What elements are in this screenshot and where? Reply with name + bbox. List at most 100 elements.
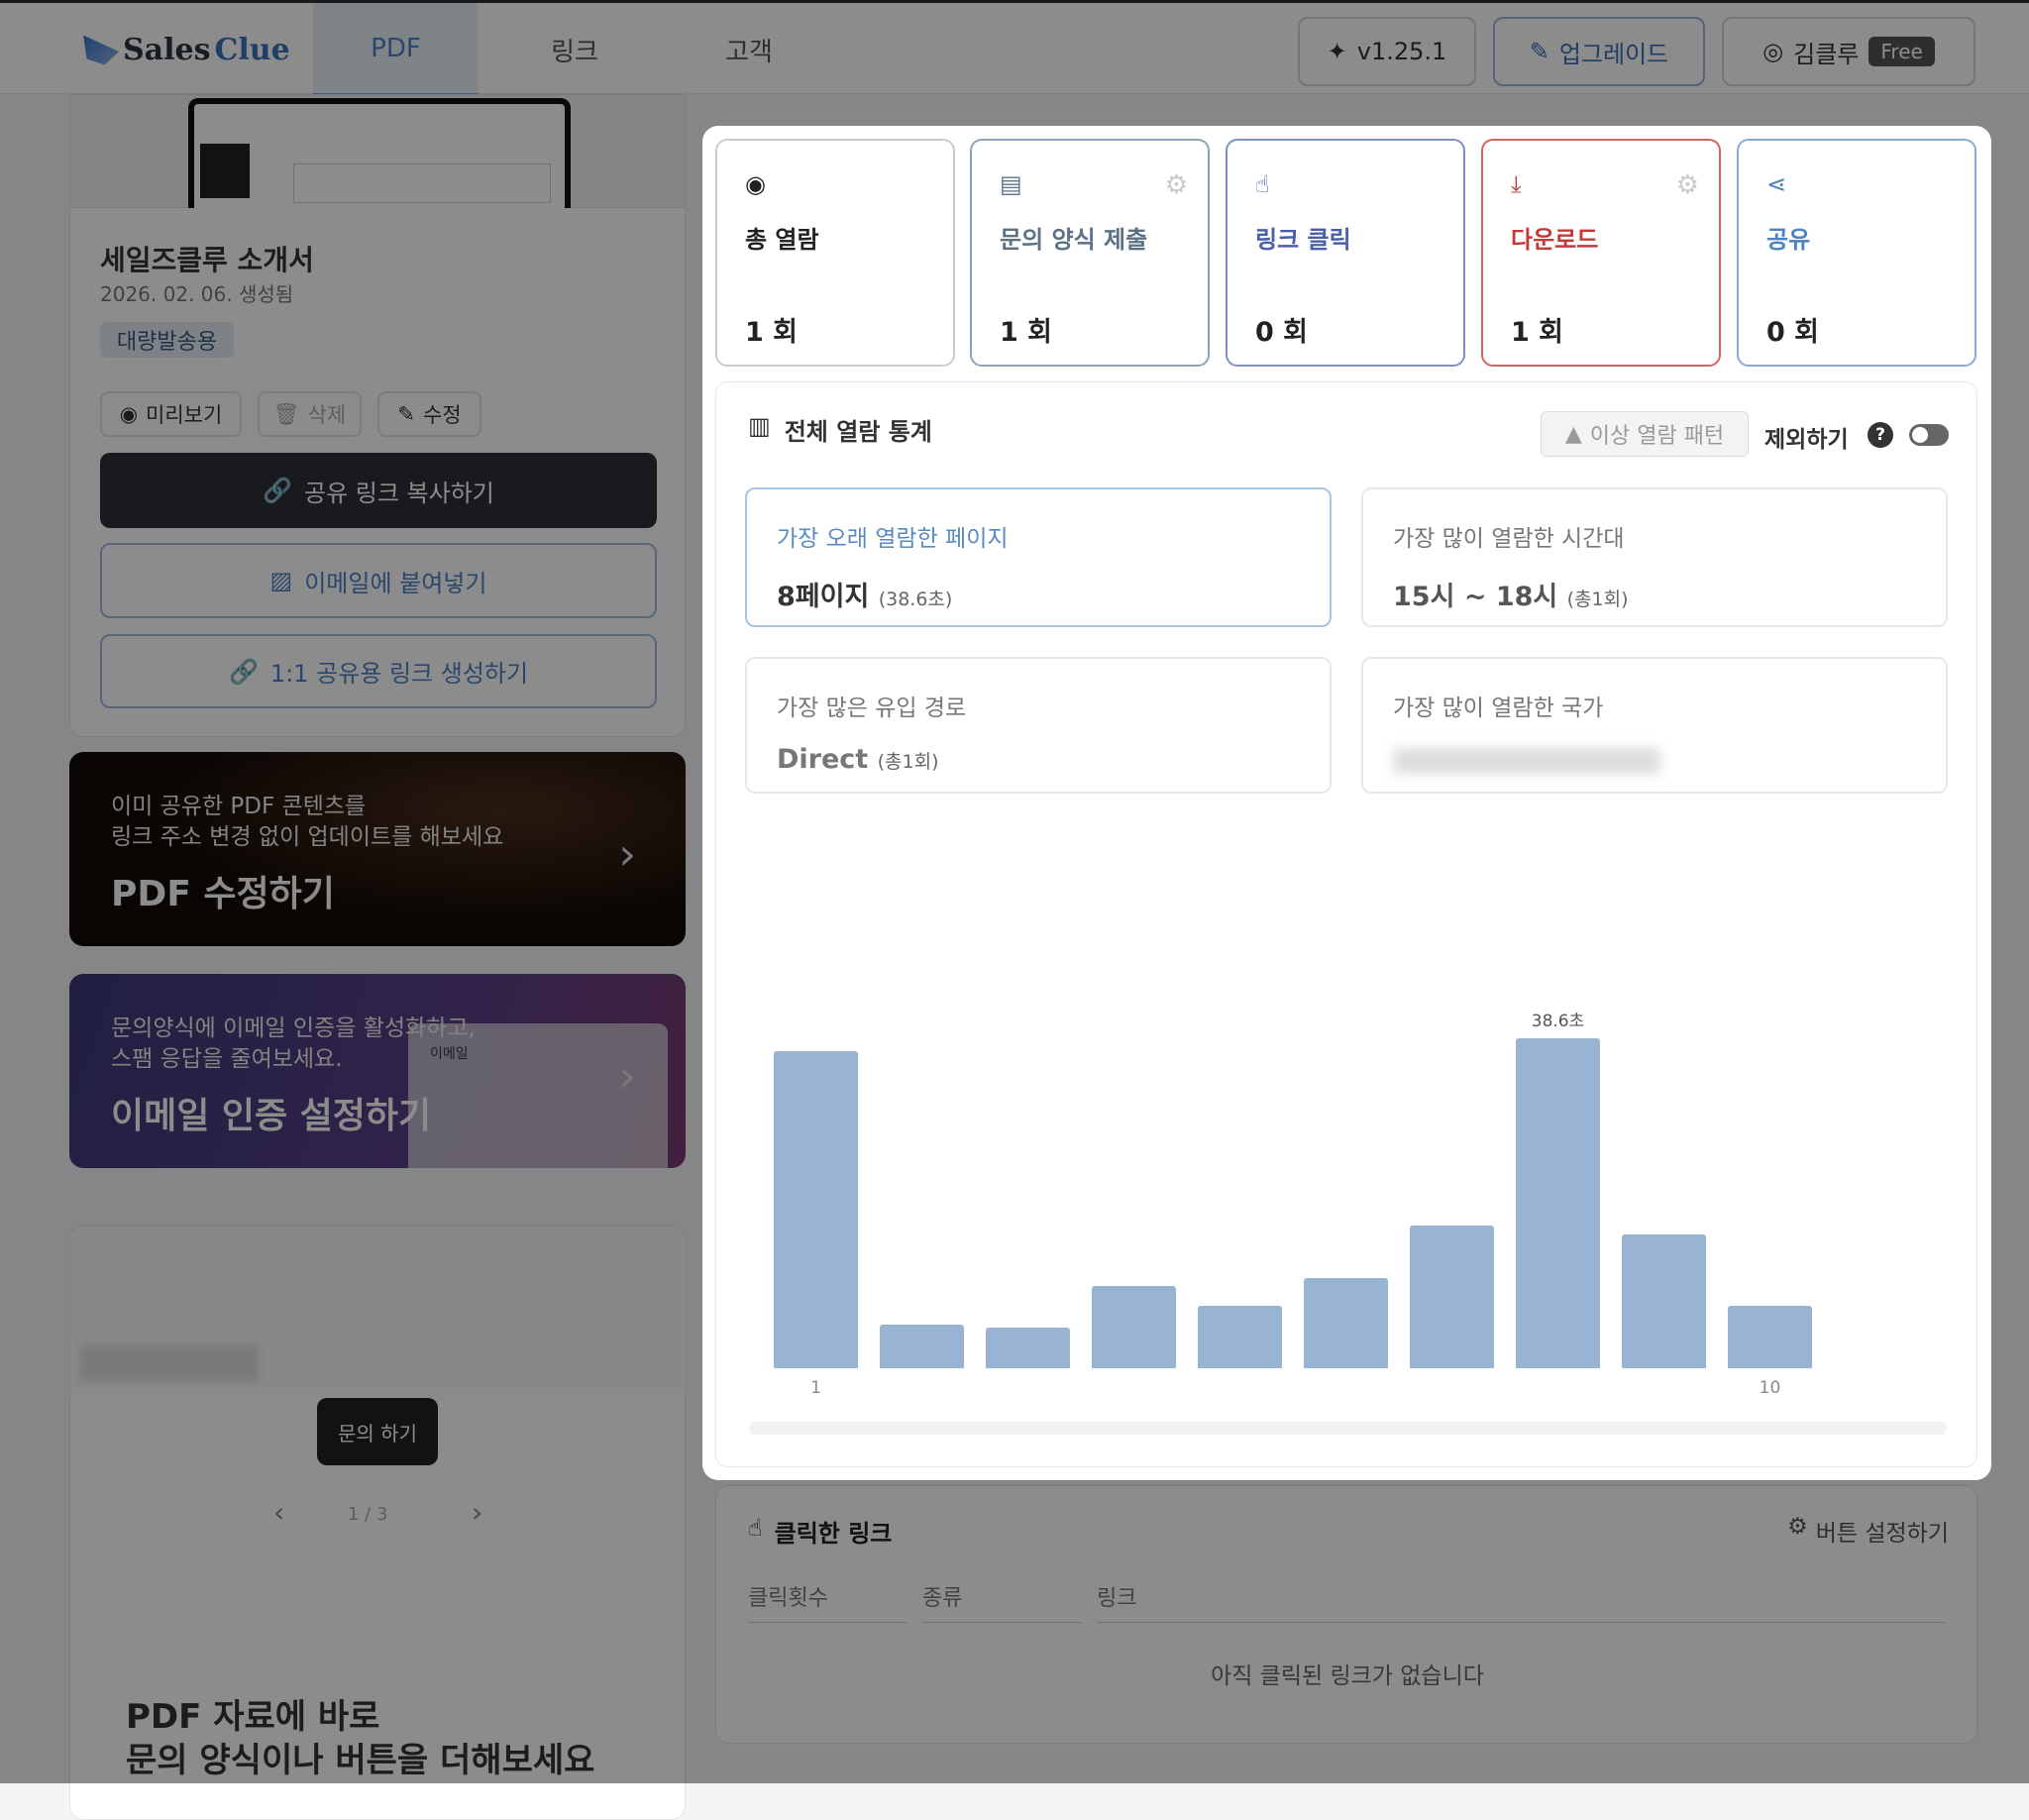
stat-card-1[interactable]: ◉ 총 열람 1 회 xyxy=(715,139,955,367)
pointer-icon: ☝ xyxy=(1255,170,1270,198)
bar-page-1[interactable] xyxy=(774,1050,858,1368)
share-icon: ⋖ xyxy=(1766,170,1787,198)
bar-page-10[interactable] xyxy=(1728,1306,1812,1368)
image-icon: ▨ xyxy=(269,567,293,594)
logo[interactable]: Sales Clue xyxy=(83,33,290,67)
stats-modal: ◉ 총 열람 1 회 ▤ 문의 양식 제출 1 회 ⚙ ☝ 링크 클릭 0 회 ⤓ 다운… xyxy=(702,126,1991,1480)
edit-icon: ✎ xyxy=(397,402,415,426)
stat-card-2[interactable]: ▤ 문의 양식 제출 1 회 ⚙ xyxy=(970,139,1210,367)
tag-badge: 대량발송용 xyxy=(100,322,234,358)
stat-value: 1 회 xyxy=(745,317,799,348)
gear-icon: ⚙ xyxy=(1787,1514,1808,1540)
stat-card-3[interactable]: ☝ 링크 클릭 0 회 xyxy=(1226,139,1465,367)
stat-label: 링크 클릭 xyxy=(1255,226,1351,254)
plan-badge: Free xyxy=(1869,37,1935,66)
tab-customer[interactable]: 고객 xyxy=(725,38,773,67)
copy-share-link-button[interactable]: 🔗 공유 링크 복사하기 xyxy=(100,453,657,528)
blurred-country xyxy=(1393,748,1660,774)
overview-panel: ▥ 전체 열람 통계 ▲ 이상 열람 패턴 제외하기 ? 가장 오래 열람한 페이지… xyxy=(715,381,1977,1467)
inquiry-button[interactable]: 문의 하기 xyxy=(317,1398,438,1465)
clipboard-icon: ▤ xyxy=(1000,170,1022,198)
create-1to1-link-button[interactable]: 🔗 1:1 공유용 링크 생성하기 xyxy=(100,634,657,708)
bar-page-8[interactable] xyxy=(1516,1038,1600,1368)
trash-icon: 🗑 xyxy=(272,401,300,426)
next-page-button[interactable]: › xyxy=(472,1496,483,1529)
stat-label: 다운로드 xyxy=(1511,226,1599,254)
empty-state: 아직 클릭된 링크가 없습니다 xyxy=(1211,1663,1484,1689)
chevron-right-icon: › xyxy=(618,1051,636,1102)
stat-value: 1 회 xyxy=(1000,317,1053,348)
anomaly-pattern-badge[interactable]: ▲ 이상 열람 패턴 xyxy=(1541,411,1749,457)
paste-to-email-button[interactable]: ▨ 이메일에 붙여넣기 xyxy=(100,543,657,618)
user-menu-button[interactable]: ◎ 김클루 Free xyxy=(1722,17,1976,86)
chart-scrollbar[interactable] xyxy=(749,1422,1947,1435)
bar-value-label: 38.6초 xyxy=(1531,1012,1585,1031)
exclude-label: 제외하기 xyxy=(1764,427,1849,453)
stat-value: 0 회 xyxy=(1766,317,1820,348)
download-icon: ⤓ xyxy=(1511,170,1522,198)
chevron-right-icon: › xyxy=(618,829,636,880)
blurred-preview xyxy=(70,1227,685,1395)
stat-label: 공유 xyxy=(1766,226,1811,254)
gear-icon[interactable]: ⚙ xyxy=(1675,170,1699,200)
sparkle-icon: ✦ xyxy=(1327,38,1347,65)
bar-page-6[interactable] xyxy=(1304,1278,1388,1368)
column-header: 링크 xyxy=(1097,1580,1945,1623)
page-duration-chart: 38.6초 1 10 xyxy=(716,382,1978,1468)
highlight-peak-time: 가장 많이 열람한 시간대 15시 ~ 18시 (총1회) xyxy=(1361,487,1948,627)
promo-text: PDF 자료에 바로 문의 양식이나 버튼을 더해보세요 xyxy=(126,1697,595,1780)
overview-title: 전체 열람 통계 xyxy=(784,418,932,446)
email-verification-banner[interactable]: 이메일 문의양식에 이메일 인증을 활성화하고, 스팸 응답을 줄여보세요. 이… xyxy=(69,974,686,1168)
edit-button[interactable]: ✎ 수정 xyxy=(377,391,481,437)
column-header: 클릭횟수 xyxy=(748,1580,907,1623)
bar-page-7[interactable] xyxy=(1410,1225,1494,1368)
gear-icon[interactable]: ⚙ xyxy=(1164,170,1188,200)
eye-icon: ◉ xyxy=(119,402,139,426)
button-settings-link[interactable]: ⚙ 버튼 설정하기 xyxy=(1787,1514,1949,1547)
help-icon[interactable]: ? xyxy=(1868,422,1893,448)
highlight-top-source: 가장 많은 유입 경로 Direct (총1회) xyxy=(745,657,1332,794)
stat-card-5[interactable]: ⋖ 공유 0 회 xyxy=(1737,139,1976,367)
pdf-preview-card: 문의 하기 ‹ 1 / 3 › PDF 자료에 바로 문의 양식이나 버튼을 더해… xyxy=(69,1226,686,1820)
stat-label: 총 열람 xyxy=(745,226,819,254)
exclude-toggle[interactable] xyxy=(1909,424,1949,446)
bar-chart-icon: ▥ xyxy=(748,412,771,440)
highlight-longest-page: 가장 오래 열람한 페이지 8페이지 (38.6초) xyxy=(745,487,1332,627)
user-circle-icon: ◎ xyxy=(1762,38,1784,65)
stat-label: 문의 양식 제출 xyxy=(1000,226,1148,254)
page-indicator: 1 / 3 xyxy=(348,1504,388,1525)
x-tick-label: 10 xyxy=(1759,1378,1781,1398)
preview-button[interactable]: ◉ 미리보기 xyxy=(100,391,242,437)
bar-page-4[interactable] xyxy=(1092,1286,1176,1368)
clicked-links-card: ☝ 클릭한 링크 ⚙ 버튼 설정하기 클릭횟수 종류 링크 아직 클릭된 링크가 없… xyxy=(715,1485,1977,1744)
delete-button[interactable]: 🗑 삭제 xyxy=(258,391,362,437)
bar-page-3[interactable] xyxy=(986,1327,1070,1368)
pdf-edit-banner[interactable]: 이미 공유한 PDF 콘텐츠를 링크 주소 변경 없이 업데이트를 해보세요 P… xyxy=(69,752,686,946)
bar-page-9[interactable] xyxy=(1622,1234,1706,1368)
clicked-links-title: 클릭한 링크 xyxy=(774,1520,893,1548)
prev-page-button[interactable]: ‹ xyxy=(273,1496,285,1529)
top-nav: Sales Clue PDF 링크 고객 ✦ v1.25.1 ✎ 업그레이드 ◎ 김클루… xyxy=(0,0,2029,97)
version-button[interactable]: ✦ v1.25.1 xyxy=(1298,17,1476,86)
stat-value: 0 회 xyxy=(1255,317,1309,348)
stat-card-4[interactable]: ⤓ 다운로드 1 회 ⚙ xyxy=(1481,139,1721,367)
highlight-top-country: 가장 많이 열람한 국가 xyxy=(1361,657,1948,794)
tab-pdf[interactable]: PDF xyxy=(313,3,479,97)
bar-page-2[interactable] xyxy=(880,1325,964,1368)
stat-value: 1 회 xyxy=(1511,317,1564,348)
x-tick-label: 1 xyxy=(810,1378,821,1398)
warning-icon: ▲ xyxy=(1564,421,1582,447)
column-header: 종류 xyxy=(922,1580,1081,1623)
document-title: 세일즈클루 소개서 xyxy=(100,244,314,276)
thumbnail-area xyxy=(70,95,685,208)
bar-page-5[interactable] xyxy=(1198,1306,1282,1368)
document-thumbnail[interactable] xyxy=(188,98,571,208)
magic-wand-icon: ✎ xyxy=(1529,38,1549,65)
tab-link[interactable]: 링크 xyxy=(551,38,598,67)
created-date: 2026. 02. 06. 생성됨 xyxy=(100,282,294,306)
link-icon: 🔗 xyxy=(228,657,259,686)
eye-icon: ◉ xyxy=(745,170,766,198)
email-form-mock: 이메일 xyxy=(408,1023,668,1168)
upgrade-button[interactable]: ✎ 업그레이드 xyxy=(1493,17,1705,86)
link-icon: 🔗 xyxy=(263,477,292,504)
